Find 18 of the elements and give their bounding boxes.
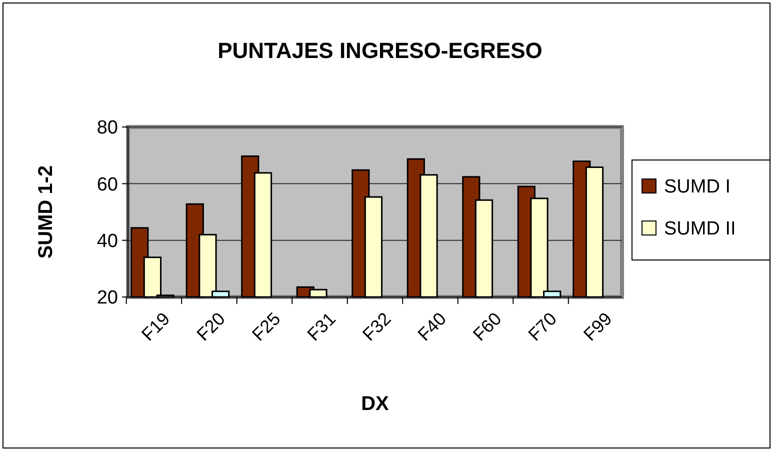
y-axis-title: SUMD 1-2 [35,165,57,259]
x-tick-label: F19 [138,308,174,345]
x-tick-label: F99 [580,308,616,345]
x-tick-label: F31 [303,308,340,345]
x-tick-label: F25 [248,308,284,345]
x-tick-label: F70 [524,308,561,345]
x-tick-label: F20 [192,308,229,345]
y-tick-label: 80 [96,118,118,139]
x-axis-title: DX [361,393,390,415]
legend-label: SUMD I [664,176,730,198]
chart-title: PUNTAJES INGRESO-EGRESO [218,38,542,63]
x-tick-label: F40 [414,308,450,345]
y-tick-label: 20 [96,288,118,309]
y-tick-label: 60 [96,174,118,196]
legend-label: SUMD II [664,218,736,240]
x-tick-label: F32 [358,308,395,345]
y-tick-label: 40 [96,230,118,252]
x-tick-label: F60 [469,308,506,345]
